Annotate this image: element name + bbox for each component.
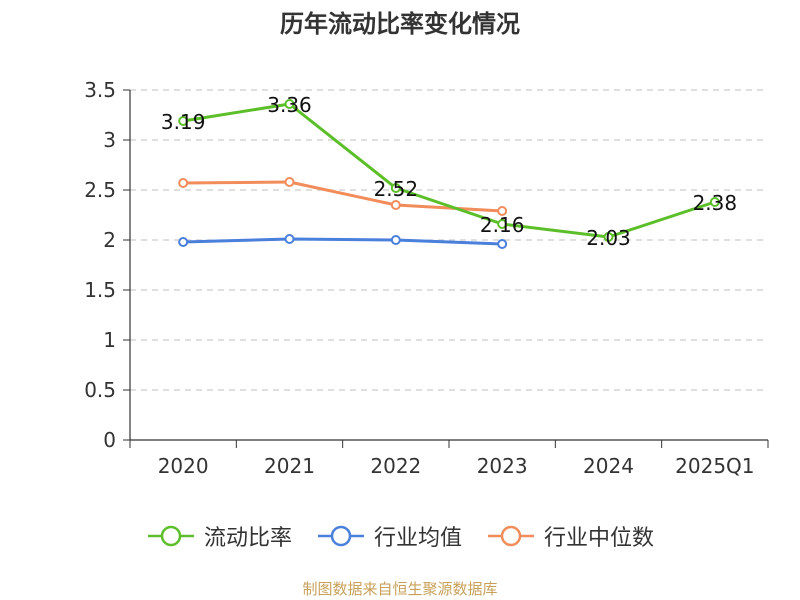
- data-label: 3.19: [161, 110, 206, 134]
- data-point: [497, 206, 508, 216]
- data-point: [284, 99, 295, 109]
- data-labels: 3.19 3.36 2.52 2.16 2.03 2.38: [161, 93, 737, 250]
- series-line: [182, 102, 716, 239]
- series-line: [183, 180, 503, 213]
- series-lines: [178, 99, 720, 249]
- data-point: [497, 219, 508, 229]
- data-label: 2.38: [693, 191, 738, 215]
- y-tick-label: 1.5: [84, 278, 116, 302]
- data-point: [284, 234, 295, 244]
- legend-item[interactable]: 行业中位数: [486, 520, 654, 552]
- x-tick-label: 2024: [583, 454, 634, 478]
- legend-item[interactable]: 流动比率: [146, 520, 292, 552]
- y-tick-label: 2.5: [84, 178, 116, 202]
- data-point: [390, 200, 401, 210]
- source-note: 制图数据来自恒生聚源数据库: [302, 580, 498, 598]
- series-line: [183, 237, 503, 246]
- gridlines: [130, 89, 768, 391]
- legend-item[interactable]: 行业均值: [316, 520, 462, 552]
- legend-label: 行业均值: [373, 526, 462, 551]
- chart-title: 历年流动比率变化情况: [280, 10, 520, 38]
- y-tick-label: 1: [103, 328, 116, 352]
- data-label: 2.16: [480, 213, 525, 237]
- x-tick-label: 2021: [264, 454, 315, 478]
- data-label: 2.52: [374, 177, 419, 201]
- y-tick-label: 3: [103, 128, 116, 152]
- legend-marker-icon: [488, 525, 534, 547]
- data-point: [178, 178, 189, 188]
- data-label: 3.36: [267, 93, 312, 117]
- x-tick-label: 2022: [370, 454, 421, 478]
- legend: 流动比率 行业均值 行业中位数: [0, 520, 800, 552]
- data-point: [284, 177, 295, 187]
- x-tick-label: 2025Q1: [675, 454, 754, 478]
- axes: 0 0.5 1 1.5 2 2.5 3 3.5 2020 2021 2022 2023 2024 2025…: [84, 78, 769, 478]
- legend-label: 行业中位数: [544, 526, 655, 551]
- data-point: [603, 232, 614, 242]
- y-tick-label: 3.5: [84, 78, 116, 102]
- legend-marker-icon: [317, 525, 364, 547]
- y-tick-label: 2: [103, 228, 116, 252]
- data-label: 2.03: [586, 226, 631, 250]
- y-tick-label: 0.5: [84, 378, 116, 402]
- x-tick-label: 2020: [158, 454, 209, 478]
- data-point: [390, 183, 401, 193]
- legend-marker-icon: [147, 525, 194, 547]
- data-point: [178, 116, 189, 126]
- data-point: [178, 237, 189, 247]
- data-point: [709, 197, 720, 207]
- data-point: [390, 235, 401, 245]
- legend-label: 流动比率: [203, 526, 292, 551]
- x-tick-label: 2023: [477, 454, 528, 478]
- y-tick-label: 0: [103, 428, 116, 452]
- data-point: [497, 239, 508, 249]
